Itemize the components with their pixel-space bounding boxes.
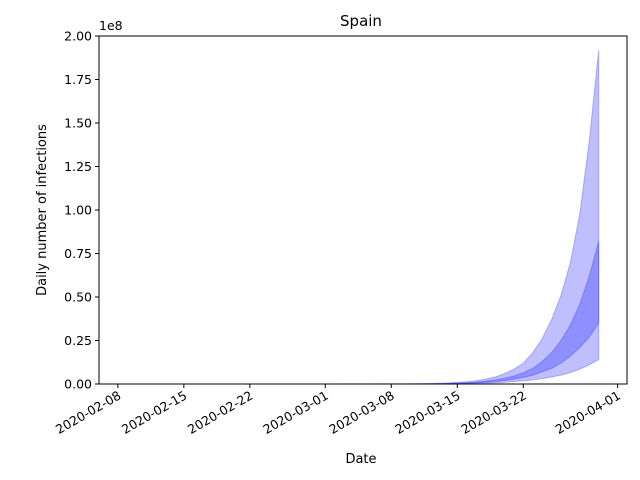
chart-title: Spain (340, 12, 382, 30)
x-axis-label: Date (345, 452, 376, 467)
y-offset-label: 1e8 (99, 18, 123, 33)
y-tick-label: 1.00 (64, 203, 92, 218)
y-tick-label: 0.75 (64, 246, 92, 261)
y-tick-label: 1.50 (64, 116, 92, 131)
y-tick-label: 0.25 (64, 333, 92, 348)
y-tick-label: 1.25 (64, 159, 92, 174)
plot-area (127, 49, 600, 385)
y-axis-label: Daily number of infections (35, 124, 50, 296)
band-area (127, 49, 600, 385)
y-tick-label: 0.00 (64, 377, 92, 392)
y-tick-label: 2.00 (64, 29, 92, 44)
y-tick-label: 1.75 (64, 72, 92, 87)
y-tick-label: 0.50 (64, 290, 92, 305)
band-area (127, 241, 600, 385)
